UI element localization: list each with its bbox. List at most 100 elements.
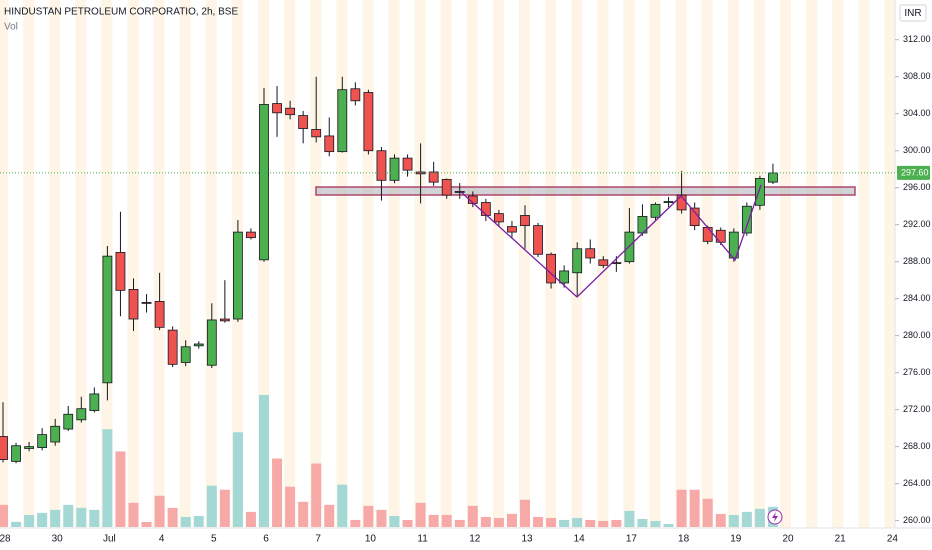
last-price-box: [897, 165, 930, 180]
session-band: [649, 0, 661, 528]
y-tick-label: 304.00: [903, 108, 931, 118]
volume-bar: [24, 514, 35, 527]
session-band: [780, 0, 791, 528]
candle-body: [193, 343, 204, 347]
y-tick-label: 280.00: [903, 330, 931, 340]
volume-bar: [89, 509, 100, 527]
y-tick-label: 284.00: [903, 293, 931, 303]
x-tick-label: 11: [417, 534, 428, 545]
volume-bar: [676, 489, 687, 527]
candle-body: [559, 270, 570, 284]
x-tick-label: 13: [521, 534, 533, 545]
session-band: [519, 0, 530, 528]
session-band: [153, 0, 165, 528]
volume-bar: [454, 519, 465, 527]
volume-bar: [76, 507, 87, 527]
volume-bar: [546, 517, 557, 527]
session-band: [727, 0, 739, 528]
x-tick-label: 6: [263, 534, 269, 545]
session-bands: [0, 0, 896, 528]
x-tick-label: 7: [315, 534, 321, 545]
candle-body: [741, 205, 752, 234]
volume-bar: [285, 486, 296, 527]
resistance-zone: [315, 186, 856, 196]
session-band: [0, 0, 8, 528]
volume-bar: [102, 429, 113, 527]
volume-bar: [650, 520, 661, 527]
volume-bar: [689, 489, 700, 527]
session-band: [284, 0, 296, 528]
volume-bar: [245, 511, 256, 527]
session-band: [205, 0, 217, 528]
candle-body: [650, 203, 661, 218]
x-tick-label: 18: [678, 534, 690, 545]
y-tick-label: 264.00: [903, 478, 931, 488]
session-band: [623, 0, 635, 528]
volume-bar: [402, 519, 413, 527]
x-tick-label: 17: [626, 534, 638, 545]
session-band: [832, 0, 844, 528]
volume-bar: [63, 504, 74, 527]
x-tick-label: 12: [469, 534, 481, 545]
candle-body: [585, 248, 596, 259]
volume-bar: [441, 514, 452, 527]
candle-body: [611, 262, 622, 265]
candle-body: [507, 226, 517, 233]
session-band: [414, 0, 426, 528]
volume-bar: [480, 516, 491, 527]
session-band: [753, 0, 765, 528]
candle-body: [337, 89, 348, 153]
volume-bar: [180, 516, 191, 527]
currency-label[interactable]: INR: [904, 8, 921, 19]
session-band: [23, 0, 35, 528]
x-tick-label: 20: [782, 534, 794, 545]
currency-button[interactable]: [899, 4, 927, 22]
x-tick-label: 30: [52, 534, 64, 545]
session-band: [127, 0, 139, 528]
volume-bar: [506, 513, 517, 527]
candle-body: [63, 413, 74, 430]
candle-body: [480, 202, 491, 216]
last-price-label: 297.60: [901, 167, 929, 177]
volume-bar: [428, 514, 439, 527]
axes: 260.00 264.00 268.00 272.00 276.00 280.00 284.…: [0, 34, 931, 545]
y-tick-label: 268.00: [903, 441, 931, 451]
session-band: [49, 0, 61, 528]
volume-bar: [311, 463, 322, 527]
candle-body: [350, 88, 361, 102]
y-tick-label: 296.00: [903, 182, 931, 192]
candle-body: [76, 408, 87, 421]
candle-body: [311, 129, 322, 138]
session-band: [806, 0, 818, 528]
volume-bar: [219, 489, 230, 527]
volume-bar: [298, 501, 309, 527]
candle-body: [441, 178, 452, 196]
candle-body: [50, 425, 61, 443]
candle-body: [493, 213, 504, 223]
volume-bar: [611, 519, 622, 527]
volume-bar: [363, 505, 374, 527]
candle-body: [376, 150, 387, 181]
candle-body: [141, 301, 152, 304]
volume-bar: [467, 505, 478, 527]
volume-bar: [154, 495, 165, 527]
volume-bar: [337, 484, 348, 527]
chart-title: HINDUSTAN PETROLEUM CORPORATIO, 2h, BSE: [4, 7, 238, 18]
session-band: [440, 0, 452, 528]
candle-body: [24, 446, 35, 449]
volume-bar: [167, 507, 178, 527]
candle-body: [115, 252, 126, 291]
candle-body: [715, 229, 726, 243]
y-tick-label: 276.00: [903, 367, 931, 377]
session-band: [310, 0, 322, 528]
volume-bar: [128, 502, 139, 527]
session-band: [179, 0, 191, 528]
session-band: [466, 0, 478, 528]
candle-body: [37, 434, 48, 448]
candle-body: [272, 103, 282, 114]
candle-body: [0, 436, 8, 460]
volume-bar: [493, 517, 504, 527]
session-band: [362, 0, 374, 528]
